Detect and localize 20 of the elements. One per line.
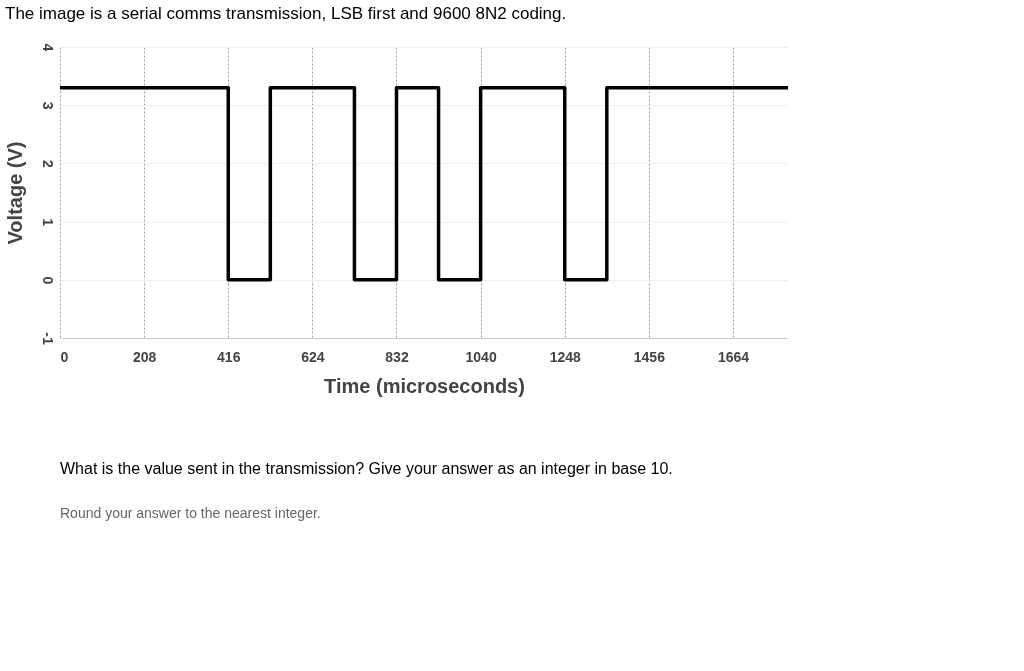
- text: Round your answer to the nearest integer.: [60, 504, 321, 521]
- x-tick-label: 624: [301, 348, 325, 365]
- y-tick-label: -1: [39, 332, 56, 345]
- y-tick-label: 0: [39, 276, 56, 285]
- y-axis-title: Voltage (V): [3, 141, 26, 245]
- text: What is the value sent in the transmission? Give your answer as an integer in base 10.: [60, 459, 673, 477]
- x-tick-label: 208: [132, 348, 157, 365]
- x-tick-label: 1456: [633, 348, 666, 365]
- x-tick-label: 0: [60, 348, 69, 365]
- x-tick-label: 1664: [717, 348, 750, 365]
- y-tick-label: 2: [39, 160, 56, 168]
- y-tick-label: 4: [39, 43, 56, 52]
- x-axis-title: Time (microseconds): [324, 374, 525, 397]
- y-tick-label: 3: [39, 101, 56, 110]
- x-tick-label: 1040: [465, 348, 497, 365]
- chart-title: The image is a serial comms transmission, LSB first and 9600 8N2 coding.: [5, 4, 567, 24]
- y-tick-label: 1: [39, 218, 56, 227]
- x-tick-label: 416: [217, 348, 241, 365]
- x-tick-label: 1248: [549, 348, 582, 365]
- x-tick-label: 832: [385, 348, 409, 365]
